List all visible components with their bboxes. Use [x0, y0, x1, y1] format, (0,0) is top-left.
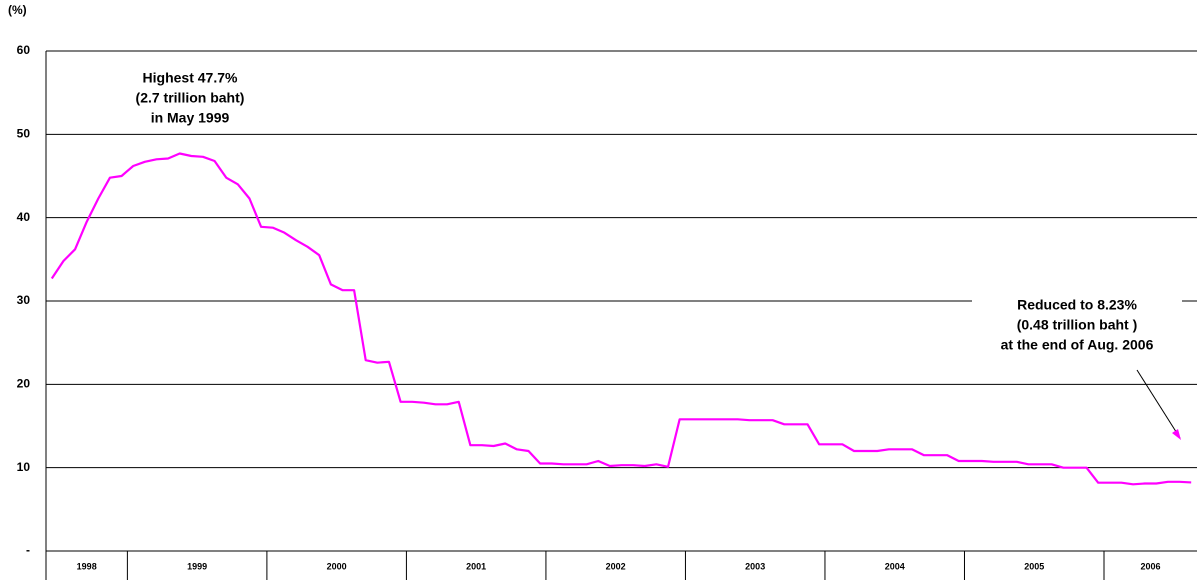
y-tick-label: 50	[17, 127, 31, 141]
y-tick-label: 60	[17, 43, 31, 57]
x-tick-label: 2006	[1140, 561, 1160, 571]
y-tick-label: 10	[17, 460, 31, 474]
annotation: Highest 47.7%	[143, 70, 238, 86]
annotation-arrowhead	[1172, 429, 1181, 440]
annotation: Reduced to 8.23%	[1017, 297, 1137, 313]
x-tick-label: 1998	[77, 561, 97, 571]
y-axis-label: (%)	[8, 3, 27, 17]
annotation: (0.48 trillion baht )	[1017, 317, 1138, 333]
annotation: (2.7 trillion baht)	[136, 90, 245, 106]
x-tick-label: 2001	[466, 561, 486, 571]
y-tick-label: -	[26, 543, 30, 557]
x-tick-label: 1999	[187, 561, 207, 571]
y-tick-label: 30	[17, 293, 31, 307]
annotation-arrow	[1136, 369, 1181, 439]
x-tick-label: 2004	[885, 561, 905, 571]
y-tick-label: 20	[17, 377, 31, 391]
x-tick-label: 2005	[1024, 561, 1044, 571]
x-tick-label: 2002	[606, 561, 626, 571]
x-tick-label: 2000	[327, 561, 347, 571]
annotation-background	[972, 294, 1182, 356]
annotation: at the end of Aug. 2006	[1001, 337, 1154, 353]
y-tick-label: 40	[17, 210, 31, 224]
data-line	[50, 152, 1192, 486]
annotation: in May 1999	[151, 110, 230, 126]
x-tick-label: 2003	[745, 561, 765, 571]
